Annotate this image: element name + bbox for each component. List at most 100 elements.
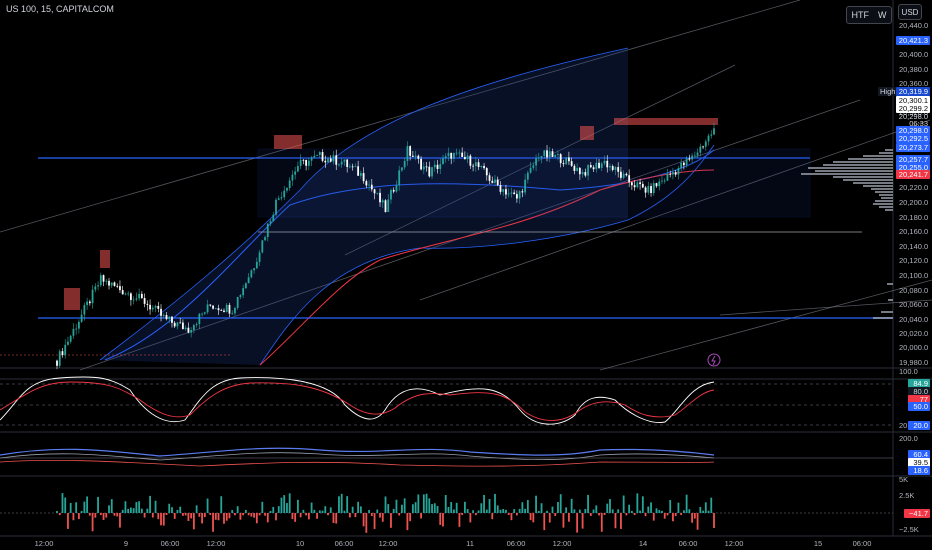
delta-bar bbox=[368, 510, 370, 513]
delta-bar bbox=[258, 513, 261, 516]
delta-bar bbox=[696, 513, 699, 530]
candle-body bbox=[56, 360, 58, 366]
delta-bar bbox=[710, 497, 713, 513]
candle-body bbox=[713, 128, 715, 135]
candle-body bbox=[540, 155, 543, 158]
candle-body bbox=[201, 313, 203, 315]
candle-body bbox=[217, 308, 220, 311]
candle-body bbox=[474, 162, 477, 166]
delta-bar bbox=[401, 504, 403, 513]
candle-body bbox=[127, 293, 130, 295]
delta-bar bbox=[272, 506, 275, 513]
delta-bar bbox=[179, 506, 182, 513]
delta-bar bbox=[280, 497, 283, 513]
delta-bar bbox=[559, 494, 562, 513]
delta-bar bbox=[592, 509, 595, 513]
candle-body bbox=[242, 288, 245, 296]
delta-bar bbox=[80, 510, 83, 513]
price-tag: 20,273.7 bbox=[896, 143, 930, 152]
delta-bar bbox=[349, 513, 351, 518]
delta-bar bbox=[228, 513, 231, 519]
delta-bar bbox=[108, 505, 110, 513]
candle-body bbox=[343, 159, 346, 162]
candle-body bbox=[365, 181, 368, 186]
candle-body bbox=[480, 165, 483, 167]
delta-bar bbox=[121, 509, 124, 513]
delta-bar bbox=[291, 513, 294, 520]
delta-bar bbox=[425, 493, 428, 513]
volume-profile-bar bbox=[879, 152, 893, 154]
delta-bar bbox=[346, 496, 349, 513]
time-axis-label: 06:00 bbox=[335, 539, 354, 548]
time-axis-label: 06:00 bbox=[507, 539, 526, 548]
candle-body bbox=[535, 158, 537, 166]
candle-body bbox=[357, 166, 360, 176]
candle-body bbox=[425, 166, 428, 168]
trend-line bbox=[419, 119, 931, 301]
ma-band bbox=[100, 48, 628, 365]
candle-body bbox=[288, 180, 291, 188]
htf-value: W bbox=[878, 10, 887, 20]
delta-bar bbox=[491, 513, 494, 520]
volume-profile-bar bbox=[823, 164, 893, 166]
candle-body bbox=[587, 165, 589, 176]
candle-body bbox=[94, 286, 97, 290]
volume-profile-bar bbox=[885, 209, 893, 211]
trend-line bbox=[79, 99, 861, 371]
delta-bar bbox=[214, 513, 217, 520]
delta-bar bbox=[313, 509, 316, 513]
candle-body bbox=[672, 172, 674, 175]
candle-body bbox=[110, 282, 113, 286]
trend-line bbox=[344, 64, 736, 256]
candle-body bbox=[370, 184, 373, 190]
delta-bar bbox=[411, 504, 414, 513]
delta-bar bbox=[584, 508, 587, 513]
delta-bar bbox=[488, 499, 491, 513]
currency-button[interactable]: USD bbox=[898, 4, 922, 20]
delta-bar bbox=[535, 495, 537, 513]
candle-body bbox=[546, 150, 548, 158]
volume-profile-bar bbox=[833, 176, 893, 178]
candle-body bbox=[557, 154, 559, 156]
delta-bar bbox=[453, 509, 455, 513]
volume-profile-bar bbox=[833, 161, 893, 163]
candle-body bbox=[606, 160, 609, 168]
candle-body bbox=[622, 173, 625, 178]
osc1-line bbox=[0, 376, 715, 425]
candle-body bbox=[439, 164, 442, 169]
volume-profile-bar bbox=[871, 188, 893, 190]
candle-body bbox=[329, 158, 332, 162]
delta-bar bbox=[234, 513, 236, 516]
candle-body bbox=[162, 315, 165, 316]
candle-body bbox=[702, 146, 704, 148]
delta-bar bbox=[499, 509, 502, 513]
candle-body bbox=[595, 162, 598, 170]
delta-bar bbox=[78, 513, 80, 520]
candle-body bbox=[387, 199, 390, 212]
delta-bar bbox=[119, 513, 121, 528]
delta-bar bbox=[168, 503, 171, 513]
delta-bar bbox=[450, 502, 453, 513]
delta-bar bbox=[239, 513, 242, 520]
htf-button[interactable]: HTF W bbox=[846, 6, 892, 24]
candle-body bbox=[340, 161, 343, 165]
volume-profile-bar bbox=[808, 167, 893, 169]
delta-bar bbox=[209, 513, 212, 516]
delta-bar bbox=[521, 502, 524, 513]
candle-body bbox=[368, 184, 370, 186]
delta-bar bbox=[206, 498, 209, 513]
price-tick-label: 20,440.0 bbox=[899, 21, 928, 30]
price-tick-label: 20,200.0 bbox=[899, 198, 928, 207]
price-tag: 20,300.1 bbox=[896, 96, 930, 105]
osc2-line bbox=[0, 447, 715, 457]
delta-bar bbox=[609, 499, 611, 513]
delta-bar bbox=[266, 513, 269, 523]
delta-bar bbox=[223, 513, 225, 524]
candle-body bbox=[406, 146, 409, 161]
delta-bar bbox=[595, 505, 598, 513]
delta-bar bbox=[321, 510, 324, 513]
candle-body bbox=[190, 329, 193, 333]
delta-bar bbox=[343, 510, 346, 513]
osc1-tag: 80.0 bbox=[908, 387, 930, 396]
